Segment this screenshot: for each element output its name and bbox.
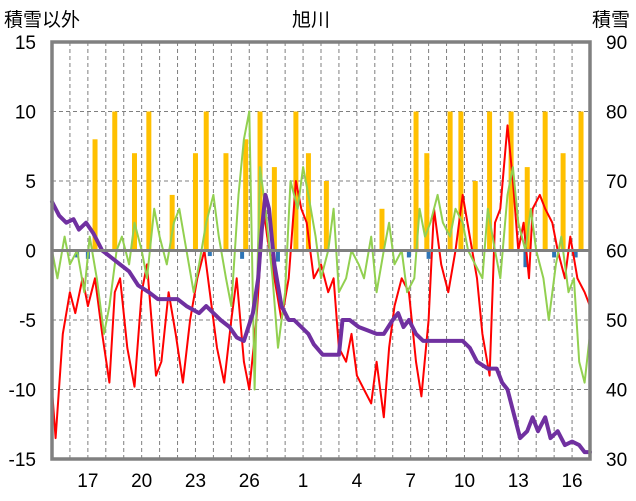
chart-title: 旭川	[292, 9, 330, 31]
bar-mark	[573, 250, 578, 258]
right-tick-label: 30	[606, 450, 627, 471]
bar-mark	[207, 250, 212, 257]
x-tick-label: 17	[77, 471, 98, 492]
bar-mark	[146, 111, 152, 251]
right-tick-label: 50	[606, 311, 627, 332]
series-line	[50, 192, 592, 455]
right-tick-label: 60	[606, 242, 627, 263]
left-tick-label: 10	[15, 103, 36, 124]
bar-mark	[542, 111, 548, 251]
bar-mark	[552, 250, 557, 258]
grid-layer	[52, 42, 590, 459]
bar-mark	[524, 167, 530, 251]
bar-mark	[323, 181, 329, 251]
left-axis-label: 積雪以外	[4, 9, 80, 31]
left-tick-label: -15	[9, 450, 36, 471]
left-tick-label: -5	[19, 311, 36, 332]
bar-mark	[458, 111, 464, 251]
right-tick-label: 80	[606, 103, 627, 124]
x-tick-label: 16	[561, 471, 582, 492]
bar-mark	[523, 250, 528, 268]
x-tick-label: 4	[352, 471, 363, 492]
x-tick-label: 13	[508, 471, 529, 492]
series-line	[51, 110, 591, 391]
bar-mark	[243, 139, 249, 251]
bar-mark	[169, 194, 175, 251]
bar-mark	[413, 111, 419, 251]
bar-mark	[487, 111, 493, 251]
left-tick-label: 15	[15, 33, 36, 54]
left-tick-label: -10	[9, 381, 36, 402]
bar-mark	[472, 181, 478, 251]
series-line	[51, 124, 591, 440]
bar-mark	[447, 111, 453, 251]
bar-mark	[92, 139, 98, 251]
bar-mark	[192, 153, 198, 251]
right-axis-label: 積雪	[592, 9, 630, 31]
bar-mark	[560, 153, 566, 251]
right-tick-label: 70	[606, 172, 627, 193]
left-tick-label: 5	[25, 172, 36, 193]
bar-mark	[112, 111, 118, 251]
bar-mark	[240, 250, 245, 259]
plot-frame	[50, 40, 592, 461]
bar-mark	[426, 250, 431, 259]
axis-layer: -15 -10 -5 0 5 10 15 30 40 50 60 70 80 90 17 20 23 26 1 4 7 1…	[9, 33, 628, 492]
right-tick-label: 90	[606, 33, 627, 54]
bar-mark	[305, 153, 311, 251]
x-tick-label: 23	[185, 471, 206, 492]
bar-mark	[223, 153, 229, 251]
right-tick-label: 40	[606, 381, 627, 402]
x-tick-label: 26	[239, 471, 260, 492]
x-tick-label: 7	[405, 471, 416, 492]
bar-mark	[131, 153, 137, 251]
line-layer	[50, 110, 592, 455]
x-tick-label: 10	[454, 471, 475, 492]
x-tick-label: 1	[298, 471, 309, 492]
bar-mark	[275, 250, 280, 262]
bar-mark	[424, 153, 430, 251]
x-tick-label: 20	[131, 471, 152, 492]
bar-mark	[203, 111, 209, 251]
bar-mark	[271, 167, 277, 251]
left-tick-label: 0	[25, 242, 36, 263]
bar-mark	[578, 111, 584, 251]
bar-mark	[379, 208, 385, 251]
bar-mark	[406, 250, 411, 258]
